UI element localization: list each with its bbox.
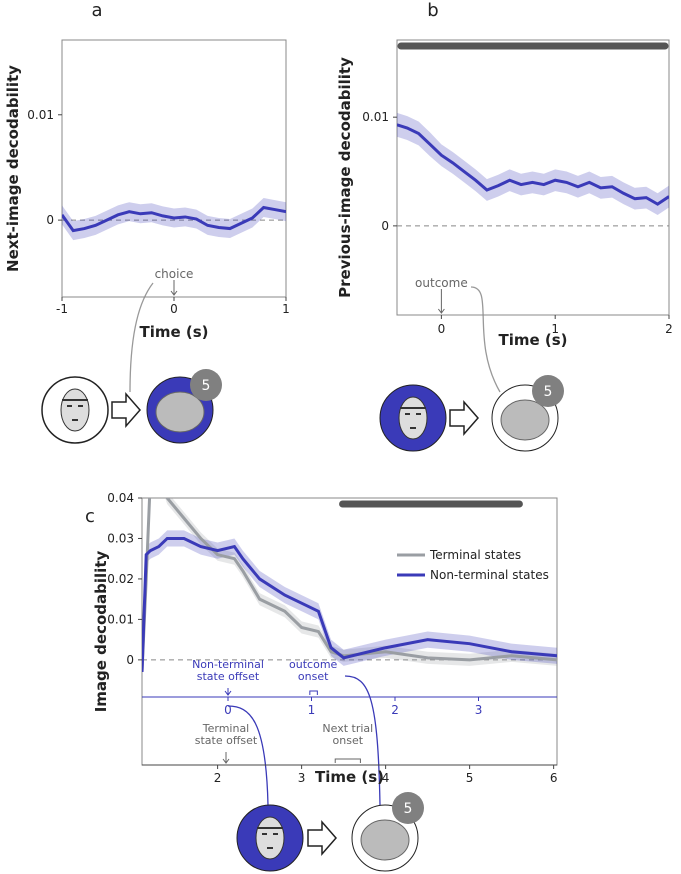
y-tick-label: 0.01 <box>362 110 389 124</box>
panel-label: c <box>85 506 95 527</box>
annotation: outcome <box>415 276 468 290</box>
connector <box>470 286 501 393</box>
x2-tick-label: 0 <box>224 703 232 717</box>
annotation: state offset <box>195 734 258 747</box>
x2-tick-label: 3 <box>475 703 483 717</box>
plot-area <box>397 112 669 215</box>
x-tick-label: 3 <box>298 771 306 785</box>
y-axis-label: Previous-image decodability <box>336 57 354 298</box>
annotation-arrow <box>222 752 230 764</box>
y-tick-label: 0.04 <box>107 491 134 505</box>
data-line <box>397 123 669 206</box>
annotation-bracket <box>334 758 361 763</box>
y-axis-label: Next-image decodability <box>4 65 22 272</box>
annotation: Non-terminal <box>192 658 264 671</box>
annotation: onset <box>333 734 364 747</box>
y-tick-label: 0 <box>126 653 134 667</box>
icon-row <box>41 369 222 444</box>
x-tick-label: 4 <box>382 771 390 785</box>
x-tick-label: 0 <box>438 322 446 336</box>
data-line <box>142 536 557 672</box>
badge: 5 <box>404 801 413 817</box>
annotation: Next trial <box>322 722 373 735</box>
y-tick-label: 0.02 <box>107 572 134 586</box>
error-band <box>397 112 669 215</box>
x2-tick-label: 1 <box>308 703 316 717</box>
annotation: choice <box>155 267 194 281</box>
legend-label: Terminal states <box>429 548 521 562</box>
x-tick-label: 2 <box>665 322 673 336</box>
x-axis-label: Time (s) <box>139 323 208 341</box>
y-tick-label: 0 <box>381 219 389 233</box>
connector <box>344 675 381 806</box>
icon-row <box>236 792 424 872</box>
annotation: Terminal <box>202 722 250 735</box>
y-tick-label: 0.01 <box>27 108 54 122</box>
legend-label: Non-terminal states <box>430 568 549 582</box>
x-tick-label: 1 <box>282 302 290 316</box>
connector <box>227 705 269 806</box>
icon-row <box>379 375 564 452</box>
badge: 5 <box>202 378 211 394</box>
plot-area <box>62 197 286 241</box>
x-tick-label: 6 <box>550 771 558 785</box>
annotation: state offset <box>197 670 260 683</box>
x-tick-label: 5 <box>466 771 474 785</box>
annotation-arrow <box>170 280 178 296</box>
connector <box>129 282 154 393</box>
y-tick-label: 0.01 <box>107 612 134 626</box>
panel-label: b <box>427 0 438 21</box>
plot-area <box>142 498 557 672</box>
annotation: outcome <box>289 658 338 671</box>
plot-frame <box>396 39 670 316</box>
plot-frame <box>61 39 287 298</box>
annotation: onset <box>298 670 329 683</box>
x2-tick-label: 2 <box>391 703 399 717</box>
data-line <box>62 205 286 233</box>
x-tick-label: 2 <box>214 771 222 785</box>
error-band <box>142 530 557 672</box>
panel-label: a <box>91 0 102 21</box>
x-axis-label: Time (s) <box>315 768 384 786</box>
x-axis-label: Time (s) <box>498 331 567 349</box>
data-line <box>142 498 557 672</box>
y-tick-label: 0.03 <box>107 531 134 545</box>
x-tick-label: 0 <box>170 302 178 316</box>
annotation-bracket <box>309 690 318 695</box>
x-tick-label: 1 <box>551 322 559 336</box>
badge: 5 <box>544 384 553 400</box>
annotation-arrow <box>224 688 232 696</box>
y-axis-label: Image decodability <box>92 551 110 713</box>
annotation-arrow <box>437 289 445 314</box>
y-tick-label: 0 <box>46 213 54 227</box>
x-tick-label: -1 <box>56 302 68 316</box>
